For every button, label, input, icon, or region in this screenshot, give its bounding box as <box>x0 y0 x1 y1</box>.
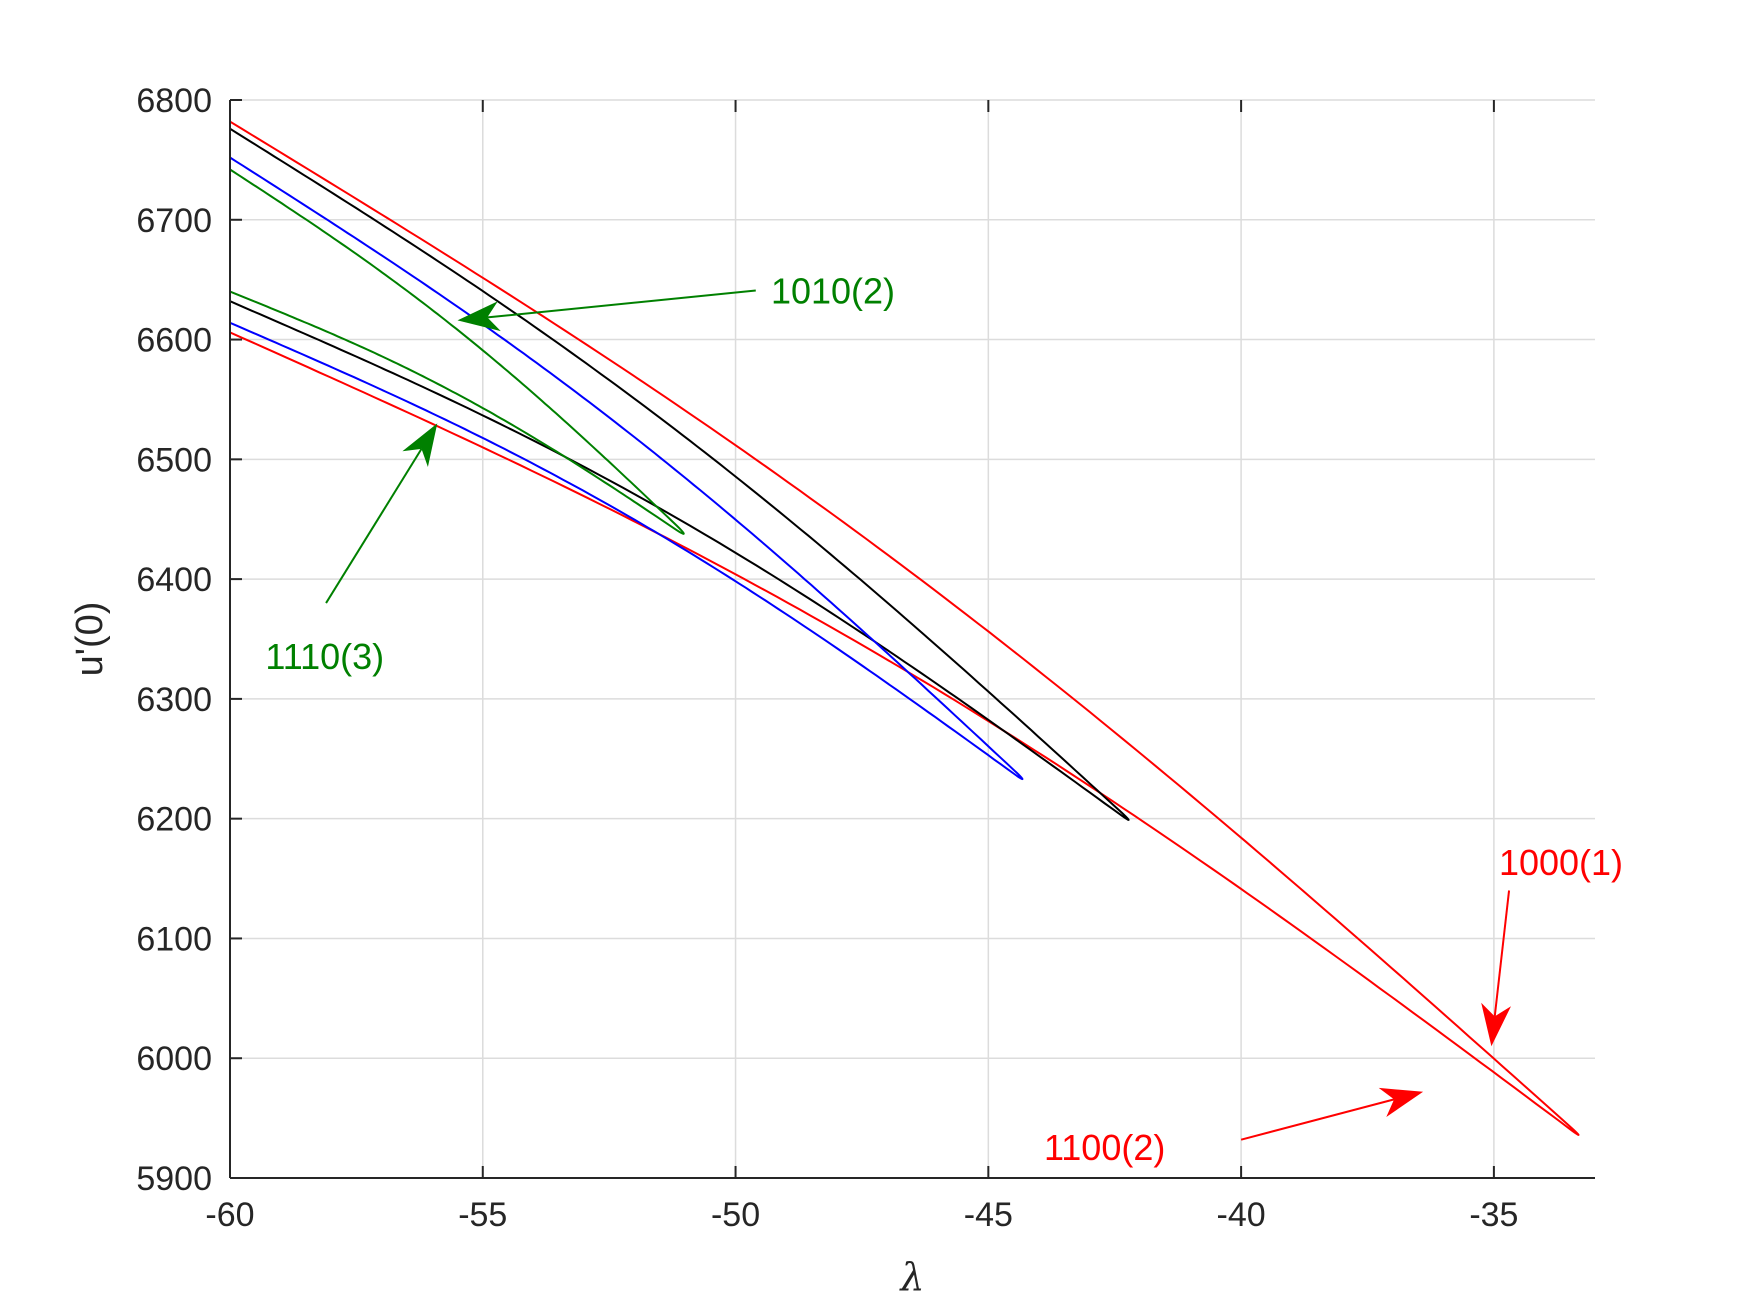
x-axis-label: λ <box>898 1255 924 1299</box>
y-tick-label-9: 6800 <box>136 82 212 120</box>
y-tick-label-7: 6600 <box>136 322 212 360</box>
curves <box>230 120 1580 1136</box>
y-tick-label-8: 6700 <box>136 202 212 240</box>
annotations: 1010(2) 1110(3) 1000(1) 1100(2) <box>265 271 1623 1168</box>
annotation-arrow-line-1 <box>325 448 423 604</box>
x-tick-label-3: -45 <box>964 1196 1013 1234</box>
x-tick-labels: -60 -55 -50 -45 -40 -35 <box>205 1196 1518 1234</box>
grid-lines <box>229 99 1595 1179</box>
annotation-label-2: 1000(1) <box>1499 842 1623 883</box>
x-tick-label-4: -40 <box>1217 1196 1266 1234</box>
axes <box>229 99 1595 1179</box>
series-curve-1 <box>230 127 1130 821</box>
series-curve-3 <box>230 168 685 535</box>
annotation-arrow-head-1 <box>402 423 438 467</box>
x-tick-label-0: -60 <box>205 1196 254 1234</box>
y-tick-label-2: 6100 <box>136 920 212 958</box>
annotation-label-3: 1100(2) <box>1044 1127 1165 1168</box>
annotation-arrow-line-3 <box>1240 1098 1395 1141</box>
annotation-arrow-head-3 <box>1378 1087 1424 1117</box>
annotation-arrow-head-2 <box>1481 1002 1511 1047</box>
annotation-arrow-line-2 <box>1493 890 1511 1017</box>
series-curve-0 <box>230 120 1580 1136</box>
y-tick-label-3: 6200 <box>136 801 212 839</box>
y-axis-label: u'(0) <box>69 602 111 677</box>
annotation-arrow-head-0 <box>457 301 501 332</box>
series-curve-2 <box>230 156 1024 780</box>
annotation-arrow-line-0 <box>487 289 756 319</box>
annotation-label-0: 1010(2) <box>771 271 895 312</box>
y-tick-label-1: 6000 <box>136 1040 212 1078</box>
y-tick-label-5: 6400 <box>136 561 212 599</box>
x-tick-label-1: -55 <box>458 1196 507 1234</box>
y-tick-label-6: 6500 <box>136 441 212 479</box>
y-tick-label-4: 6300 <box>136 681 212 719</box>
x-tick-label-5: -35 <box>1469 1196 1518 1234</box>
annotation-label-1: 1110(3) <box>265 636 384 677</box>
y-tick-labels: 5900 6000 6100 6200 6300 6400 6500 6600 6700 6800 <box>136 82 212 1198</box>
x-tick-label-2: -50 <box>711 1196 760 1234</box>
y-tick-label-0: 5900 <box>136 1160 212 1198</box>
